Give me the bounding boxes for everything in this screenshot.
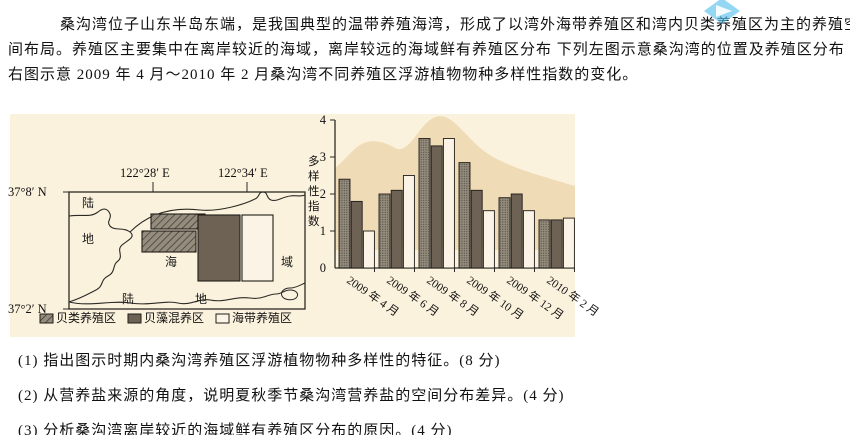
svg-text:4: 4	[320, 113, 327, 127]
svg-text:数: 数	[308, 214, 320, 228]
svg-text:多: 多	[308, 154, 320, 168]
svg-text:0: 0	[320, 261, 326, 275]
svg-text:海: 海	[165, 254, 177, 269]
svg-text:贝藻混养区: 贝藻混养区	[144, 310, 204, 325]
svg-text:陆: 陆	[82, 195, 94, 210]
svg-text:地: 地	[82, 232, 94, 246]
svg-text:1: 1	[320, 224, 326, 238]
svg-text:122°28′ E: 122°28′ E	[120, 166, 170, 180]
svg-text:域: 域	[281, 255, 293, 269]
svg-text:指: 指	[308, 199, 320, 213]
svg-text:海带养殖区: 海带养殖区	[232, 310, 292, 325]
svg-text:37°8′ N: 37°8′ N	[8, 185, 47, 199]
svg-text:性: 性	[308, 184, 320, 198]
svg-text:样: 样	[308, 169, 320, 183]
svg-text:2: 2	[320, 187, 326, 201]
svg-text:3: 3	[320, 150, 326, 164]
svg-text:地: 地	[195, 292, 207, 306]
svg-text:122°34′ E: 122°34′ E	[218, 166, 268, 180]
svg-text:陆: 陆	[122, 291, 134, 306]
svg-text:贝类养殖区: 贝类养殖区	[56, 310, 116, 325]
